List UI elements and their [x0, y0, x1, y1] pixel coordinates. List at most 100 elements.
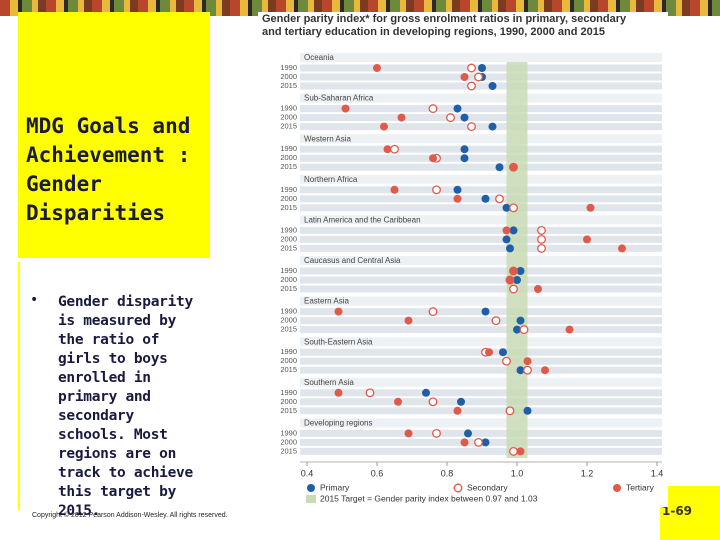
copyright: Copyright © 2012 Pearson Addison-Wesley.… [32, 512, 228, 519]
data-point [505, 406, 515, 416]
row-stripe [300, 123, 662, 131]
data-point [506, 276, 514, 284]
row-stripe [300, 366, 662, 374]
region-header-band [300, 418, 662, 428]
data-point [534, 285, 542, 293]
row-stripe [300, 186, 662, 194]
data-point [474, 72, 483, 82]
data-point [422, 388, 430, 397]
year-label: 2015 [280, 243, 297, 252]
data-point [460, 438, 469, 447]
row-stripe [300, 145, 662, 153]
year-label: 2015 [280, 446, 297, 455]
data-point [499, 348, 507, 357]
row-stripe [300, 317, 662, 325]
year-label: 2000 [280, 356, 297, 365]
legend-label: Tertiary [626, 482, 655, 492]
data-point [509, 226, 518, 235]
title-box [18, 12, 210, 258]
data-point [334, 388, 343, 397]
legend-marker [307, 484, 315, 492]
data-point [373, 64, 381, 72]
data-point [541, 366, 549, 375]
data-point [341, 104, 350, 113]
region-label: Northern Africa [304, 175, 358, 184]
row-stripe [300, 429, 662, 437]
row-stripe [300, 357, 662, 365]
data-point [509, 203, 518, 213]
data-point [502, 235, 511, 244]
year-label: 2015 [280, 365, 297, 374]
data-point [460, 73, 469, 81]
data-point [428, 397, 438, 407]
data-point [491, 316, 501, 326]
year-label: 2015 [280, 406, 297, 415]
row-stripe [300, 195, 662, 203]
data-point [481, 194, 490, 203]
data-point [453, 406, 462, 415]
data-point [390, 144, 399, 154]
data-point [509, 163, 518, 172]
data-point [453, 104, 462, 113]
data-point [464, 429, 472, 438]
year-label: 1990 [280, 185, 297, 194]
region-header-band [300, 53, 662, 62]
data-point [537, 243, 546, 253]
text-box [18, 262, 212, 510]
data-point [523, 365, 532, 375]
legend-label: Primary [320, 482, 350, 492]
legend-target-label: 2015 Target = Gender parity index betwee… [320, 493, 538, 503]
data-point [334, 307, 343, 316]
page-number: 1-69 [662, 504, 693, 518]
legend-target-swatch [306, 495, 316, 503]
chart-title: Gender parity index* for gross enrolment… [262, 13, 627, 38]
year-label: 2000 [280, 234, 297, 243]
data-point [446, 113, 455, 123]
year-label: 2015 [280, 122, 297, 131]
data-point [495, 194, 504, 204]
data-point [397, 113, 406, 122]
year-label: 1990 [280, 266, 297, 275]
year-label: 1990 [280, 225, 297, 234]
data-point [453, 194, 462, 203]
data-point [495, 163, 504, 172]
data-point [460, 145, 469, 154]
data-point [513, 325, 521, 334]
data-point [380, 122, 388, 131]
data-point [523, 357, 532, 366]
region-label: South-Eastern Asia [304, 337, 373, 346]
row-stripe [300, 114, 662, 122]
data-point [467, 122, 476, 132]
data-point [516, 316, 525, 325]
data-point [404, 316, 413, 325]
row-stripe [300, 226, 662, 234]
data-point [428, 104, 438, 114]
row-stripe [300, 154, 662, 162]
data-point [502, 356, 511, 366]
row-stripe [300, 244, 662, 252]
region-label: Sub-Saharan Africa [304, 94, 374, 103]
data-point [429, 154, 437, 163]
data-point [502, 203, 511, 212]
year-label: 2015 [280, 81, 297, 90]
data-point [467, 81, 476, 91]
data-point [453, 185, 462, 194]
region-label: Latin America and the Caribbean [304, 216, 421, 225]
data-point [488, 122, 497, 131]
data-point [488, 82, 497, 90]
region-label: Southern Asia [304, 378, 354, 387]
row-stripe [300, 204, 662, 212]
region-header-band [300, 174, 662, 184]
region-label: Caucasus and Central Asia [304, 256, 401, 265]
year-label: 2000 [280, 72, 297, 81]
region-label: Western Asia [304, 134, 352, 143]
x-tick-label: 0.8 [441, 468, 454, 478]
row-stripe [300, 163, 662, 171]
data-point [485, 348, 493, 357]
data-point [481, 307, 490, 316]
row-stripe [300, 326, 662, 334]
legend-marker [613, 484, 621, 492]
data-point [460, 154, 469, 163]
